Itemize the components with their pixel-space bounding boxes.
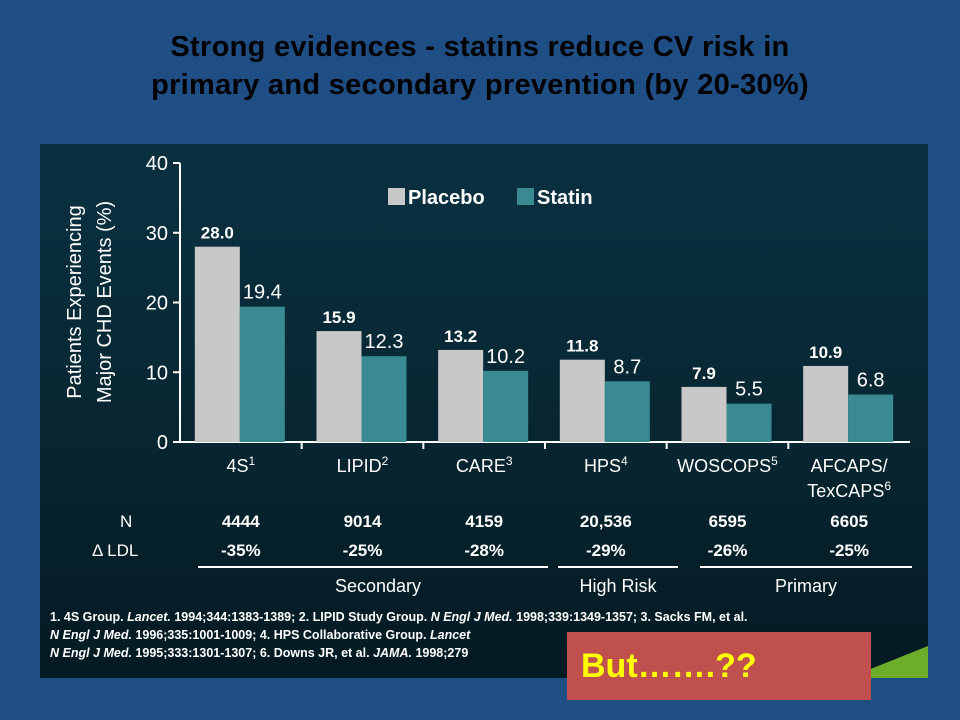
n-value: 20,536 xyxy=(579,512,632,531)
ldl-value: -29% xyxy=(585,541,626,560)
statin-bar xyxy=(848,394,894,442)
category-label: LIPID2 xyxy=(337,454,389,476)
ldl-value: -25% xyxy=(342,541,383,560)
placebo-bar xyxy=(316,331,362,442)
statin-bar xyxy=(239,306,285,442)
legend-label-placebo: Placebo xyxy=(408,187,485,209)
y-axis-label-line-2: Major CHD Events (%) xyxy=(94,201,116,403)
placebo-bar xyxy=(194,246,240,442)
n-value: 6595 xyxy=(708,512,747,531)
reference-line-1: 1. 4S Group. Lancet. 1994;344:1383-1389;… xyxy=(50,610,748,624)
placebo-value-label: 11.8 xyxy=(566,337,598,356)
statin-bar xyxy=(604,381,650,442)
category-label: CARE3 xyxy=(456,454,513,476)
placebo-value-label: 10.9 xyxy=(809,343,842,362)
references: 1. 4S Group. Lancet. 1994;344:1383-1389;… xyxy=(50,608,928,662)
category-label-line-2: TexCAPS6 xyxy=(807,479,891,501)
group-label-secondary: Secondary xyxy=(334,576,422,596)
category-label: AFCAPS/ xyxy=(811,456,888,476)
but-callout: But…….?? xyxy=(567,632,871,700)
placebo-bar xyxy=(438,349,484,442)
primary-group-line xyxy=(700,566,912,568)
ldl-row-label: Δ LDL xyxy=(92,541,139,560)
legend-swatch-placebo xyxy=(388,188,405,205)
category-superscript: 5 xyxy=(771,454,778,468)
y-tick-label: 0 xyxy=(157,432,168,454)
placebo-value-label: 28.0 xyxy=(201,224,234,243)
n-row-label: N xyxy=(120,512,133,531)
statin-bar xyxy=(726,403,772,442)
statin-value-label: 19.4 xyxy=(243,282,282,304)
ldl-value: -35% xyxy=(220,541,261,560)
y-tick-label: 20 xyxy=(146,293,168,315)
statin-value-label: 12.3 xyxy=(365,331,404,353)
category-superscript: 6 xyxy=(884,479,891,493)
statin-bar xyxy=(361,356,407,442)
title-line-2: primary and secondary prevention (by 20-… xyxy=(151,69,809,101)
slide-title: Strong evidences - statins reduce CV ris… xyxy=(0,28,960,104)
statin-value-label: 5.5 xyxy=(735,379,763,401)
y-axis-label-line-1: Patients Experiencing xyxy=(64,205,86,398)
placebo-bar xyxy=(559,359,605,442)
n-value: 4159 xyxy=(465,512,504,531)
ldl-value: -26% xyxy=(707,541,748,560)
y-tick-label: 40 xyxy=(146,153,168,175)
secondary-group-line xyxy=(198,566,548,568)
statin-value-label: 6.8 xyxy=(857,370,885,392)
statin-value-label: 8.7 xyxy=(613,356,641,378)
placebo-bar xyxy=(681,386,727,442)
ldl-value: -28% xyxy=(464,541,504,560)
statin-bar xyxy=(483,370,529,442)
legend-label-statin: Statin xyxy=(537,187,593,209)
placebo-value-label: 15.9 xyxy=(322,308,355,327)
group-label-primary: Primary xyxy=(775,576,837,596)
legend-swatch-statin xyxy=(517,188,534,205)
category-superscript: 4 xyxy=(621,454,628,468)
category-superscript: 1 xyxy=(249,454,256,468)
category-superscript: 2 xyxy=(382,454,389,468)
n-value: 4444 xyxy=(221,512,260,531)
category-label: 4S1 xyxy=(226,454,255,476)
n-value: 9014 xyxy=(343,512,382,531)
category-label: WOSCOPS5 xyxy=(677,454,778,476)
y-tick-label: 10 xyxy=(146,362,168,384)
placebo-value-label: 13.2 xyxy=(444,327,477,346)
category-superscript: 3 xyxy=(506,454,513,468)
bar-chart: 0 10 20 30 40 Patients Experiencing Major CHD … xyxy=(64,153,910,501)
group-label-high-risk: High Risk xyxy=(579,576,657,596)
placebo-value-label: 7.9 xyxy=(692,364,716,383)
chart-panel: 0 10 20 30 40 Patients Experiencing Major CHD … xyxy=(40,144,928,678)
high-risk-group-line xyxy=(558,566,678,568)
ldl-value: -25% xyxy=(829,541,869,560)
reference-line-2: N Engl J Med. 1996;335:1001-1009; 4. HPS… xyxy=(50,628,471,642)
reference-line-3: N Engl J Med. 1995;333:1301-1307; 6. Dow… xyxy=(50,646,469,660)
y-tick-label: 30 xyxy=(146,223,168,245)
title-line-1: Strong evidences - statins reduce CV ris… xyxy=(170,31,790,63)
statin-value-label: 10.2 xyxy=(486,346,525,368)
placebo-bar xyxy=(803,365,849,442)
category-label: HPS4 xyxy=(584,454,628,476)
n-value: 6605 xyxy=(830,512,869,531)
